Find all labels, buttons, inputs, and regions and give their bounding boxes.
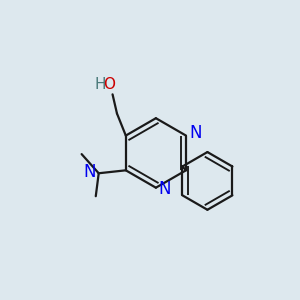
Text: N: N: [189, 124, 201, 142]
Text: O: O: [103, 77, 116, 92]
Text: N: N: [84, 164, 96, 181]
Text: H: H: [94, 77, 106, 92]
Text: N: N: [159, 180, 171, 198]
